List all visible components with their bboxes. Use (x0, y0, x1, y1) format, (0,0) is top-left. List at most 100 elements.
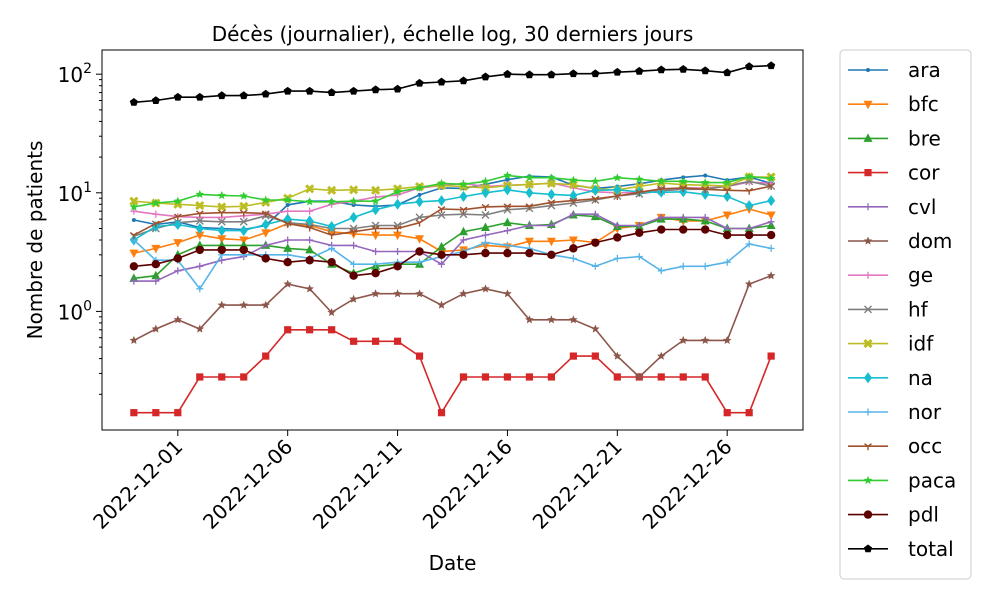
data-point (261, 254, 270, 263)
y-tick-label: 101 (58, 180, 92, 206)
data-point (437, 210, 446, 219)
legend-item-idf: idf (848, 332, 934, 356)
data-point (283, 243, 293, 252)
data-point (459, 210, 468, 219)
data-point (437, 409, 446, 417)
data-point (284, 326, 292, 334)
data-point (525, 222, 533, 230)
data-point (613, 254, 621, 262)
data-point (547, 250, 556, 260)
data-point (328, 326, 336, 334)
legend-marker (863, 544, 873, 553)
data-point (195, 223, 204, 235)
data-point (129, 262, 139, 271)
data-point (217, 209, 226, 217)
series-dom (129, 271, 776, 381)
data-point (415, 235, 425, 244)
data-point (284, 251, 292, 259)
data-point (656, 351, 666, 360)
legend-item-ara: ara (848, 58, 941, 82)
data-point (173, 213, 182, 221)
y-tick-base: 10 (58, 63, 83, 87)
data-point (371, 289, 380, 298)
data-point (240, 373, 248, 381)
data-point (218, 373, 226, 381)
data-point (525, 203, 534, 211)
data-point (283, 279, 292, 288)
data-point (327, 197, 336, 206)
data-point (350, 337, 358, 345)
legend-marker (863, 133, 873, 142)
data-point (217, 217, 226, 226)
data-point (613, 67, 622, 76)
data-point (657, 213, 665, 221)
data-point (767, 61, 776, 70)
legend-label: idf (908, 332, 934, 356)
data-point (351, 202, 356, 207)
series-line-bre (133, 214, 772, 280)
data-point (437, 250, 446, 260)
data-point (722, 178, 732, 187)
legend-label: dom (908, 229, 952, 253)
data-point (503, 373, 512, 381)
legend-label: total (908, 537, 954, 561)
data-point (679, 373, 687, 381)
data-point (459, 236, 467, 244)
data-point (701, 373, 709, 381)
x-tick-label: 2022-12-06 (198, 435, 297, 534)
data-point (196, 373, 204, 381)
data-point (239, 300, 249, 309)
series-line-hf (133, 180, 772, 238)
legend-frame (839, 49, 972, 580)
data-point (371, 231, 381, 241)
legend-label: ge (908, 263, 933, 287)
data-point (459, 179, 468, 188)
legend-item-nor: nor (848, 400, 942, 424)
data-point (129, 196, 139, 206)
data-point (503, 170, 512, 180)
y-tick-exponent: 1 (83, 180, 92, 196)
data-point (459, 76, 468, 85)
data-point (679, 225, 688, 234)
data-point (437, 77, 446, 86)
legend-marker (866, 68, 870, 72)
data-point (195, 92, 204, 101)
data-point (613, 222, 621, 230)
data-point (481, 231, 489, 239)
data-point (173, 92, 182, 101)
plot-area (129, 61, 776, 417)
series-pdl (129, 225, 776, 280)
y-tick-base: 10 (58, 300, 83, 324)
legend-marker (863, 100, 873, 110)
legend-marker (864, 372, 872, 384)
legend-marker (864, 203, 872, 211)
data-point (349, 271, 358, 280)
data-point (459, 206, 468, 214)
data-point (569, 197, 578, 205)
data-point (701, 186, 710, 194)
legend-item-bfc: bfc (848, 92, 939, 116)
data-point (195, 210, 204, 218)
legend-label: cvl (908, 195, 936, 219)
data-point (262, 352, 270, 360)
data-point (261, 89, 270, 98)
data-point (613, 373, 621, 381)
y-tick-exponent: 0 (83, 298, 92, 314)
series-line-occ (133, 185, 772, 236)
data-point (569, 69, 578, 78)
x-tick-label: 2022-12-26 (638, 435, 737, 534)
data-point (371, 337, 380, 345)
data-point (722, 230, 732, 240)
data-point (701, 188, 710, 200)
series-line-dom (133, 274, 772, 379)
legend-marker (863, 510, 873, 519)
data-point (173, 219, 182, 231)
data-point (481, 373, 490, 381)
x-tick-label: 2022-12-11 (308, 435, 407, 534)
data-point (261, 300, 270, 309)
data-point (371, 268, 380, 278)
legend-item-ge: ge (848, 263, 933, 287)
legend-item-occ: occ (848, 434, 942, 458)
data-point (174, 409, 182, 417)
